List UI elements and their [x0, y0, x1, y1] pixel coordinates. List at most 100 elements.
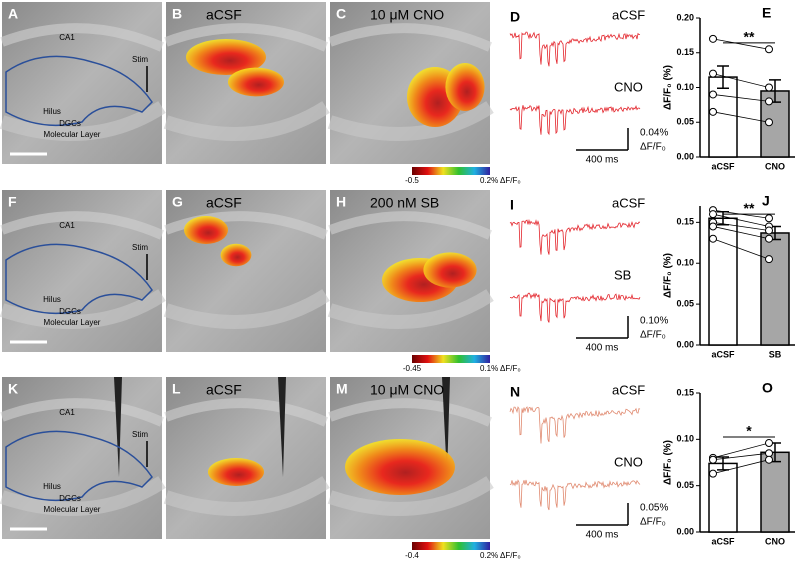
- x-tick-label: aCSF: [711, 536, 735, 546]
- y-tick-label: 0.15: [676, 387, 694, 397]
- activity-map: [423, 252, 477, 288]
- panel-letter: G: [172, 194, 183, 210]
- data-point: [709, 469, 717, 478]
- significance: **: [744, 200, 755, 216]
- data-point: [765, 455, 773, 464]
- tissue-band: [0, 211, 165, 240]
- significance: *: [746, 423, 752, 439]
- data-point: [709, 34, 717, 43]
- panel-letter: F: [8, 194, 17, 210]
- panel-letter: J: [762, 193, 770, 209]
- tissue-band: [163, 476, 330, 516]
- panel-letter: E: [762, 5, 771, 21]
- y-axis-label: ΔF/F₀ (%): [663, 65, 674, 110]
- panel-letter: A: [8, 6, 18, 22]
- activity-map: [345, 439, 455, 495]
- pair-line: [712, 459, 770, 475]
- y-tick-label: 0.10: [676, 434, 694, 444]
- pair-line: [712, 38, 770, 50]
- panel-title: aCSF: [206, 7, 242, 23]
- trace-label: aCSF: [612, 7, 645, 22]
- region-outline: [5, 430, 153, 502]
- y-tick-label: 0.05: [676, 298, 694, 308]
- data-point: [765, 439, 773, 448]
- region-label: Molecular Layer: [44, 130, 101, 139]
- data-point: [765, 83, 773, 92]
- panel-letter: L: [172, 381, 181, 397]
- tissue-band: [164, 211, 329, 240]
- region-label: DGCs: [59, 119, 81, 128]
- scale-label: ΔF/F₀: [640, 517, 666, 528]
- error-bar: [717, 65, 729, 89]
- tissue-band: [163, 101, 330, 141]
- data-point: [709, 69, 717, 78]
- y-tick-label: 0.00: [676, 526, 694, 536]
- significance: **: [744, 29, 755, 45]
- data-point: [709, 222, 717, 231]
- y-axis-label: ΔF/F₀ (%): [663, 253, 674, 298]
- tissue-band: [327, 101, 494, 141]
- colorbar-min: -0.4: [405, 551, 419, 560]
- bar: [760, 451, 790, 533]
- panel-title: aCSF: [206, 195, 242, 211]
- panel-letter: M: [336, 381, 348, 397]
- panel-letter: I: [510, 197, 514, 213]
- tissue-band: [328, 398, 493, 427]
- trace-label: CNO: [614, 79, 643, 94]
- y-tick-label: 0.10: [676, 82, 694, 92]
- tissue-band: [0, 101, 166, 141]
- data-point: [765, 97, 773, 106]
- bar: [708, 76, 738, 158]
- y-tick-label: 0.05: [676, 117, 694, 127]
- tissue-band: [164, 23, 329, 52]
- data-point: [709, 234, 717, 243]
- activity-map: [445, 63, 485, 111]
- activity-map: [228, 67, 284, 97]
- data-point: [765, 449, 773, 458]
- data-point: [765, 234, 773, 243]
- activity-map: [208, 458, 264, 486]
- y-tick-label: 0.05: [676, 480, 694, 490]
- data-point: [709, 455, 717, 464]
- panel-letter: H: [336, 194, 346, 210]
- tissue-band: [0, 398, 165, 427]
- panel-letter: C: [336, 6, 346, 22]
- colorbar: [412, 355, 490, 363]
- y-axis-label: ΔF/F₀ (%): [663, 440, 674, 485]
- region-label: Molecular Layer: [44, 505, 101, 514]
- electrode: [442, 377, 450, 477]
- colorbar: [412, 167, 490, 175]
- region-label: CA1: [59, 408, 75, 417]
- colorbar-max: 0.2% ΔF/F₀: [480, 551, 521, 560]
- tissue-band: [327, 476, 494, 516]
- y-tick-label: 0.00: [676, 339, 694, 349]
- x-tick-label: CNO: [765, 536, 785, 546]
- scale-label: 0.10%: [640, 316, 668, 327]
- scale-label: 400 ms: [586, 530, 619, 541]
- panel-letter: B: [172, 6, 182, 22]
- trace: [509, 31, 641, 67]
- region-outline: [5, 55, 153, 127]
- data-point: [709, 210, 717, 219]
- x-tick-label: CNO: [765, 161, 785, 171]
- panel-letter: O: [762, 380, 773, 396]
- pair-line: [712, 73, 770, 88]
- colorbar-max: 0.1% ΔF/F₀: [480, 364, 521, 373]
- region-label: Hilus: [43, 295, 61, 304]
- trace-label: aCSF: [612, 195, 645, 210]
- tissue-band: [328, 23, 493, 52]
- y-tick-label: 0.00: [676, 151, 694, 161]
- pair-line: [712, 442, 770, 459]
- region-label: DGCs: [59, 494, 81, 503]
- activity-map: [220, 243, 252, 267]
- data-point: [765, 226, 773, 235]
- region-label: Hilus: [43, 107, 61, 116]
- electrode: [114, 377, 122, 477]
- region-outline: [5, 243, 153, 315]
- trace-label: aCSF: [612, 382, 645, 397]
- panel-letter: D: [510, 9, 520, 25]
- scale-label: 0.04%: [640, 128, 668, 139]
- trace: [509, 406, 641, 444]
- activity-map: [184, 216, 228, 244]
- panel-title: 10 μM CNO: [370, 382, 444, 398]
